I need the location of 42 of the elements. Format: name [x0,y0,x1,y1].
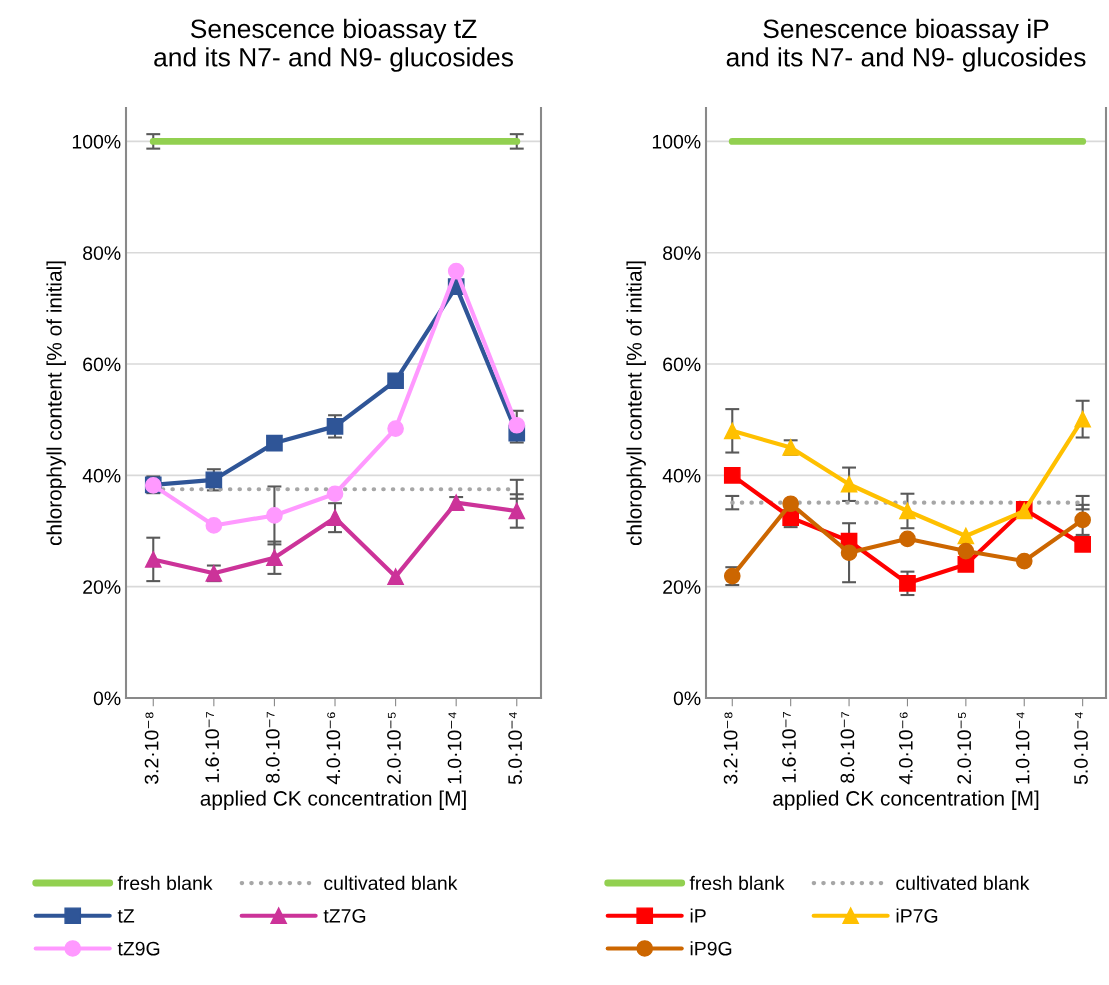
y-axis-title: chlorophyll content [% of initial] [626,261,646,546]
legend-label: tZ9G [117,941,160,956]
x-tick-label: 2.0·10⁻⁵ [387,712,401,784]
x-tick-label: 1.0·10⁻⁴ [1015,712,1030,784]
y-tick-label: 60% [663,357,701,372]
chart-title: Senescence bioassay tZ and its N7- and N9- glucosides [154,18,513,72]
y-tick-label: 0% [93,691,121,706]
y-tick-label: 20% [83,580,121,594]
y-tick-label: 80% [663,246,701,260]
x-tick-label: 2.0·10⁻⁵ [957,712,972,784]
x-tick-label: 3.2·10⁻⁸ [144,712,159,785]
y-tick-label: 80% [83,246,121,260]
legend-label: tZ [117,909,135,923]
y-tick-label: 20% [663,580,701,594]
y-tick-label: 40% [662,468,701,483]
legend-label: fresh blank [117,875,213,891]
legend-label: cultivated blank [896,875,1030,891]
legend-label: iP7G [896,908,938,923]
legend-label: fresh blank [689,875,785,891]
x-tick-label: 4.0·10⁻⁶ [898,712,913,785]
x-tick-label: 1.6·10⁻⁷ [205,711,220,783]
legend-label: cultivated blank [324,875,458,891]
x-axis-title: applied CK concentration [M] [200,790,466,810]
x-axis-title: applied CK concentration [M] [773,790,1039,810]
x-tick-label: 3.2·10⁻⁸ [723,712,738,785]
x-tick-label: 1.6·10⁻⁷ [782,711,796,783]
legend-label: tZ7G [323,909,366,923]
x-tick-label: 8.0·10⁻⁷ [265,711,280,783]
chart-title: Senescence bioassay iP and its N7- and N9- glucosides [726,18,1086,72]
x-tick-label: 8.0·10⁻⁷ [840,711,855,783]
y-axis-title: chlorophyll content [% of initial] [46,261,66,546]
legend-label: iP [690,908,706,923]
x-tick-label: 4.0·10⁻⁶ [326,712,341,785]
x-tick-label: 1.0·10⁻⁴ [447,712,462,784]
x-tick-label: 5.0·10⁻⁴ [1074,712,1088,785]
y-tick-label: 0% [673,691,701,706]
x-tick-label: 5.0·10⁻⁴ [508,712,522,785]
y-tick-label: 100% [652,134,701,149]
y-tick-label: 40% [82,468,121,483]
legend-label: iP9G [690,941,732,956]
y-tick-label: 60% [83,357,121,372]
y-tick-label: 100% [72,134,121,149]
